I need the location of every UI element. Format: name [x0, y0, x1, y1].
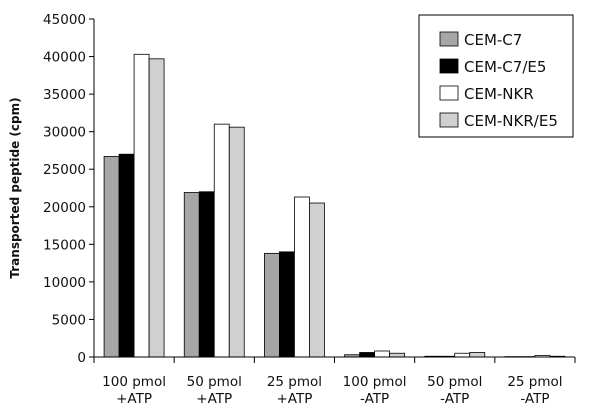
x-category-label: 50 pmol — [427, 374, 482, 390]
bar — [359, 352, 375, 358]
y-tick-label: 30000 — [43, 125, 86, 141]
y-axis-label: Transported peptide (cpm) — [8, 97, 22, 278]
y-tick-label: 25000 — [43, 162, 86, 178]
bar — [148, 58, 165, 358]
x-category-label: -ATP — [440, 391, 469, 404]
bar — [374, 350, 390, 358]
legend-swatch — [439, 85, 459, 101]
bar — [228, 126, 245, 358]
legend-swatch — [439, 31, 459, 47]
x-category-label: +ATP — [116, 391, 152, 404]
bar — [213, 123, 230, 358]
bar — [118, 153, 135, 358]
y-tick-label: 40000 — [43, 50, 86, 66]
x-category-label: -ATP — [520, 391, 549, 404]
bar — [264, 252, 280, 358]
bar — [294, 196, 310, 358]
x-category-label: +ATP — [276, 391, 312, 404]
bar — [279, 251, 295, 358]
y-tick-label: 10000 — [43, 275, 86, 291]
x-category-label: 25 pmol — [507, 374, 562, 390]
legend-label: CEM-C7 — [464, 31, 522, 49]
bar — [133, 53, 150, 358]
x-category-label: 100 pmol — [343, 374, 407, 390]
y-tick-label: 15000 — [43, 237, 86, 253]
bar — [198, 191, 215, 358]
y-tick-label: 35000 — [43, 87, 86, 103]
x-category-label: 100 pmol — [102, 374, 166, 390]
y-axis: 0 5000 10000 15000 20000 25000 30000 35000 40000… — [43, 12, 95, 366]
bar — [309, 202, 325, 358]
y-tick-label: 45000 — [43, 12, 86, 28]
bar — [454, 352, 471, 358]
bar — [389, 352, 405, 358]
y-tick-label: 5000 — [52, 312, 86, 328]
x-category-label: -ATP — [360, 391, 389, 404]
x-category-label: 25 pmol — [267, 374, 322, 390]
legend: CEM-C7 CEM-C7/E5 CEM-NKR CEM-NKR/E5 — [418, 14, 574, 138]
bar — [469, 352, 486, 358]
legend-swatch — [439, 112, 459, 128]
x-category-label: +ATP — [196, 391, 232, 404]
y-tick-label: 20000 — [43, 200, 86, 216]
legend-swatch — [439, 58, 459, 74]
legend-label: CEM-NKR — [464, 85, 534, 103]
legend-label: CEM-C7/E5 — [464, 58, 546, 76]
y-tick-label: 0 — [77, 350, 86, 366]
x-category-label: 50 pmol — [187, 374, 242, 390]
legend-label: CEM-NKR/E5 — [464, 112, 558, 130]
bar — [103, 156, 120, 358]
bar — [183, 192, 200, 358]
